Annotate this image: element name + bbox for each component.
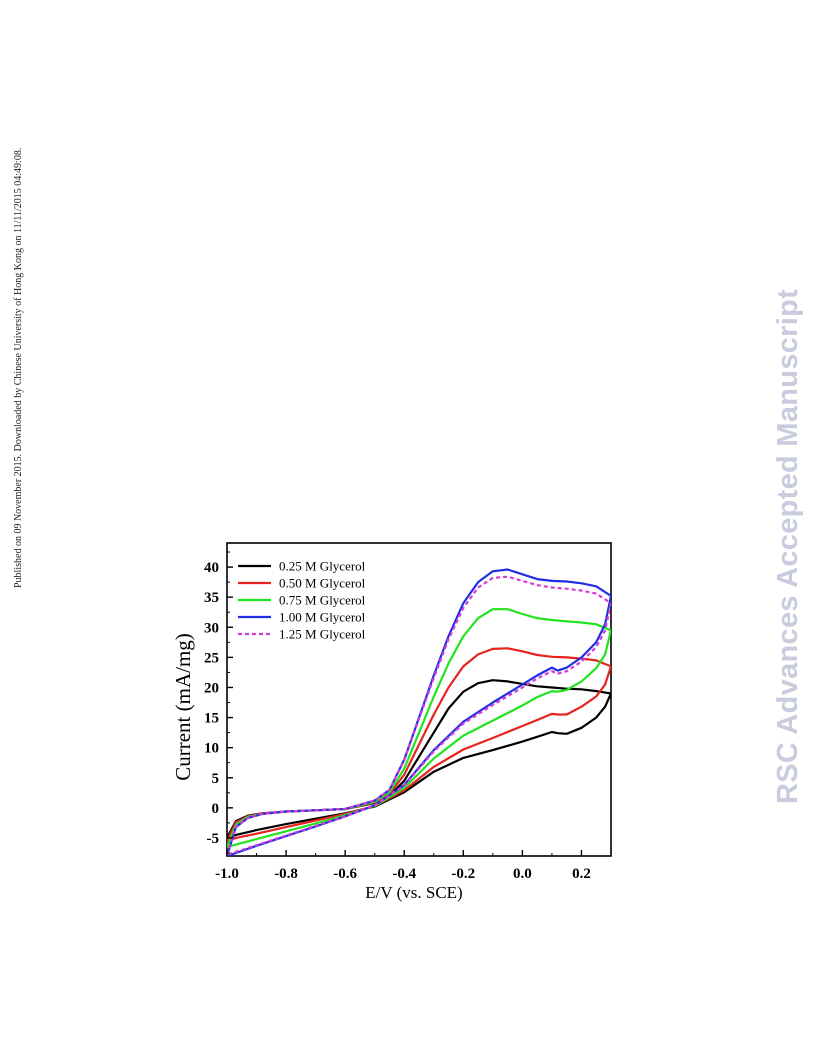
x-axis-label: E/V (vs. SCE) <box>365 883 462 902</box>
series-line-5 <box>227 575 611 856</box>
x-tick-label: -0.8 <box>274 866 298 882</box>
y-tick-label: 0 <box>212 801 220 817</box>
series-line-1 <box>227 679 611 839</box>
legend-label: 0.50 M Glycerol <box>279 576 366 591</box>
y-tick-label: 20 <box>204 680 219 696</box>
curves-group <box>227 568 611 856</box>
y-tick-label: 15 <box>204 711 219 727</box>
y-tick-label: -5 <box>207 831 220 847</box>
legend-label: 0.75 M Glycerol <box>279 593 366 608</box>
x-tick-label: -1.0 <box>215 866 239 882</box>
x-tick-label: -0.2 <box>451 866 475 882</box>
series-line-3 <box>227 608 611 849</box>
x-axis-ticks: -1.0 -0.8 -0.6 -0.4 -0.2 0.0 0.2 <box>215 850 591 882</box>
legend-label: 0.25 M Glycerol <box>279 559 366 574</box>
plot-frame <box>226 542 612 857</box>
y-tick-label: 5 <box>212 771 220 787</box>
y-tick-label: 25 <box>204 650 219 666</box>
y-tick-label: 10 <box>204 741 219 757</box>
y-tick-label: 30 <box>204 620 219 636</box>
y-tick-label: 35 <box>204 590 219 606</box>
x-tick-label: -0.6 <box>333 866 357 882</box>
y-tick-label: 40 <box>204 560 219 576</box>
x-tick-label: -0.4 <box>392 866 416 882</box>
x-tick-label: 0.0 <box>513 866 532 882</box>
y-axis-ticks: -5 0 5 10 15 20 25 30 35 40 <box>204 551 233 854</box>
legend-label: 1.25 M Glycerol <box>279 627 366 642</box>
legend-label: 1.00 M Glycerol <box>279 610 366 625</box>
x-tick-label: 0.2 <box>572 866 591 882</box>
y-axis-label: Current (mA/mg) <box>171 633 195 781</box>
legend: 0.25 M Glycerol 0.50 M Glycerol 0.75 M Gly… <box>238 559 366 642</box>
